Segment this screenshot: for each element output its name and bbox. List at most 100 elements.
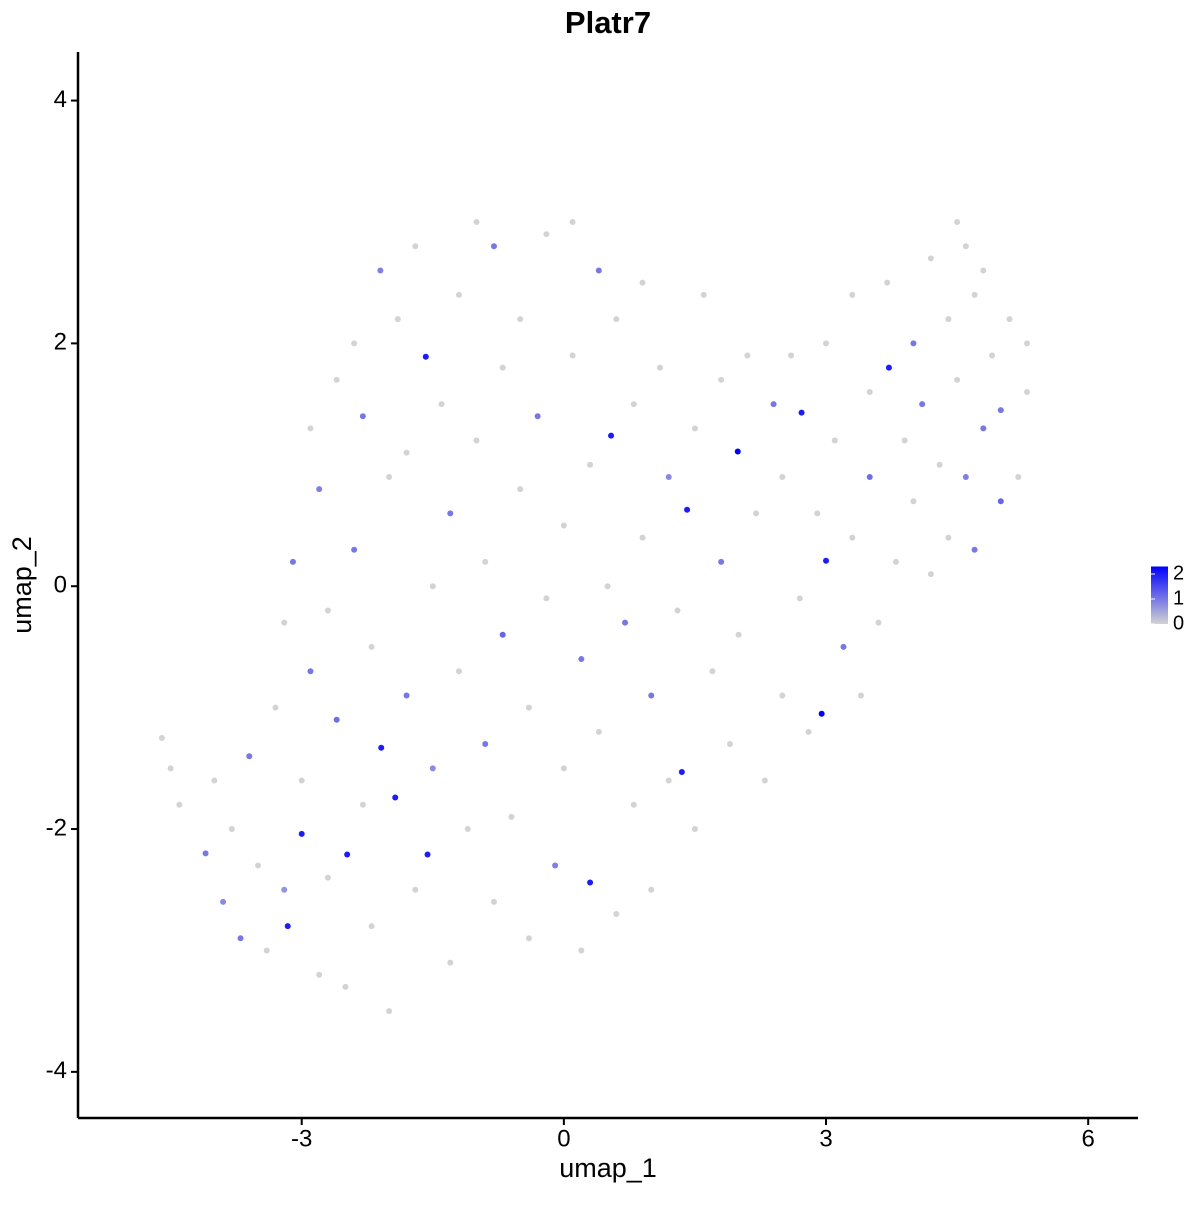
point xyxy=(403,692,410,699)
point xyxy=(691,826,698,833)
colorbar-label: 2 xyxy=(1173,562,1184,584)
point xyxy=(927,255,934,262)
point xyxy=(901,437,908,444)
point xyxy=(989,352,996,359)
point xyxy=(284,923,291,930)
point xyxy=(412,243,419,250)
point xyxy=(630,801,637,808)
point xyxy=(945,534,952,541)
point xyxy=(578,656,585,663)
point xyxy=(499,364,506,371)
point xyxy=(386,1008,393,1015)
point xyxy=(962,473,969,480)
point xyxy=(560,522,567,529)
point xyxy=(560,765,567,772)
point xyxy=(167,765,174,772)
point xyxy=(648,692,655,699)
point xyxy=(543,231,550,238)
point xyxy=(875,619,882,626)
point xyxy=(368,643,375,650)
point xyxy=(866,388,873,395)
point xyxy=(569,218,576,225)
point xyxy=(499,631,506,638)
point xyxy=(595,728,602,735)
point xyxy=(805,728,812,735)
colorbar-label: 1 xyxy=(1173,587,1184,609)
point xyxy=(604,583,611,590)
chart-title: Platr7 xyxy=(565,5,651,40)
point xyxy=(927,571,934,578)
point xyxy=(220,898,227,905)
point xyxy=(403,449,410,456)
point xyxy=(263,947,270,954)
y-tick-label: -2 xyxy=(46,814,67,841)
y-axis-title: umap_2 xyxy=(7,536,37,634)
point xyxy=(910,340,917,347)
point xyxy=(735,631,742,638)
point xyxy=(344,851,351,858)
point xyxy=(849,291,856,298)
point xyxy=(630,401,637,408)
point xyxy=(543,595,550,602)
point xyxy=(971,546,978,553)
point xyxy=(456,668,463,675)
point xyxy=(386,473,393,480)
point xyxy=(482,558,489,565)
point xyxy=(176,801,183,808)
point xyxy=(569,352,576,359)
point xyxy=(936,461,943,468)
point xyxy=(595,267,602,274)
point xyxy=(885,364,892,371)
point xyxy=(761,777,768,784)
point xyxy=(954,218,961,225)
point xyxy=(779,692,786,699)
point xyxy=(1024,340,1031,347)
point xyxy=(316,971,323,978)
point xyxy=(552,862,559,869)
point xyxy=(840,643,847,650)
y-tick-label: 4 xyxy=(54,86,67,113)
y-tick-label: 0 xyxy=(54,572,67,599)
point xyxy=(818,710,825,717)
point xyxy=(255,862,262,869)
point xyxy=(823,557,830,564)
point xyxy=(464,826,471,833)
y-tick-label: 2 xyxy=(54,329,67,356)
point xyxy=(508,813,515,820)
point xyxy=(307,668,314,675)
point xyxy=(884,279,891,286)
point xyxy=(525,935,532,942)
point xyxy=(684,506,691,513)
point xyxy=(665,777,672,784)
point xyxy=(753,510,760,517)
point xyxy=(377,267,384,274)
point xyxy=(342,983,349,990)
point xyxy=(517,316,524,323)
point xyxy=(892,558,899,565)
point xyxy=(447,959,454,966)
point xyxy=(678,768,685,775)
point xyxy=(866,473,873,480)
point xyxy=(656,364,663,371)
colorbar xyxy=(1151,566,1168,624)
point xyxy=(639,534,646,541)
point xyxy=(587,879,594,886)
point xyxy=(394,316,401,323)
point xyxy=(980,267,987,274)
point xyxy=(281,619,288,626)
point xyxy=(424,851,431,858)
point xyxy=(744,352,751,359)
point xyxy=(473,218,480,225)
point xyxy=(316,486,323,493)
point xyxy=(622,619,629,626)
point xyxy=(228,826,235,833)
point xyxy=(289,558,296,565)
point xyxy=(517,486,524,493)
point xyxy=(665,473,672,480)
point xyxy=(700,291,707,298)
point xyxy=(849,534,856,541)
point xyxy=(674,607,681,614)
point xyxy=(997,407,1004,414)
point xyxy=(997,498,1004,505)
